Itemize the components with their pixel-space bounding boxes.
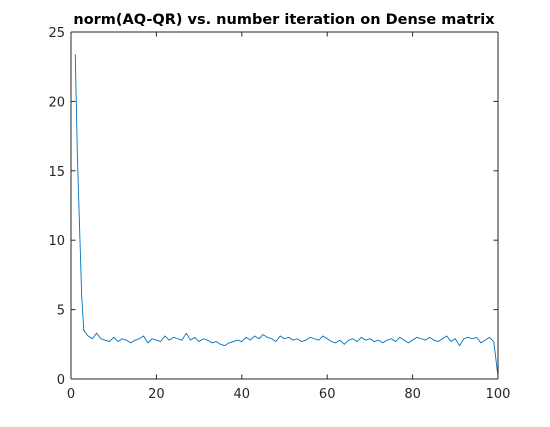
- y-tick-label: 10: [48, 234, 65, 249]
- series-line-1: [74, 54, 499, 377]
- y-tick-label: 5: [57, 304, 65, 319]
- plot-area: [71, 32, 498, 379]
- y-tick-label: 0: [57, 373, 65, 388]
- x-tick-label: 0: [67, 387, 75, 402]
- x-tick-label: 20: [148, 387, 165, 402]
- chart-title: norm(AQ-QR) vs. number iteration on Dens…: [73, 12, 495, 28]
- y-tick-label: 20: [48, 95, 65, 110]
- ticks-layer: 0 20 40 60 80 100 0 5 10 15 20 25: [48, 26, 510, 402]
- series-layer: [74, 54, 499, 377]
- axes-layer: [70, 31, 499, 380]
- x-tick-label: 100: [486, 387, 511, 402]
- x-tick-label: 60: [319, 387, 336, 402]
- x-tick-label: 40: [234, 387, 251, 402]
- y-tick-label: 15: [48, 165, 65, 180]
- x-tick-label: 80: [404, 387, 421, 402]
- y-tick-label: 25: [48, 26, 65, 41]
